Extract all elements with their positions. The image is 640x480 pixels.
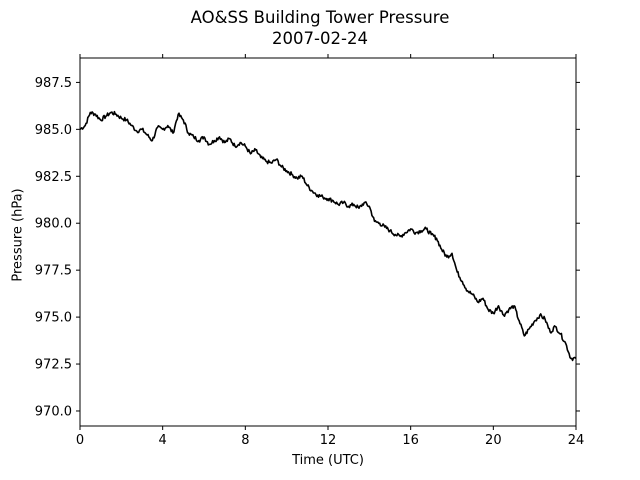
y-tick-label: 982.5 [35, 170, 72, 185]
y-tick-label: 987.5 [35, 76, 72, 91]
x-axis-ticks: 0 4 8 12 16 20 24 [76, 54, 584, 448]
chart-subtitle: 2007-02-24 [272, 29, 368, 48]
y-tick-label: 975.0 [35, 311, 72, 326]
x-tick-label: 16 [402, 433, 419, 448]
x-tick-label: 8 [241, 433, 249, 448]
y-axis-ticks: 970.0 972.5 975.0 977.5 980.0 982.5 985.0 987.5 [35, 76, 580, 419]
plot-frame [79, 57, 577, 427]
y-axis-label: Pressure (hPa) [10, 188, 26, 282]
y-tick-label: 977.5 [35, 264, 72, 279]
y-tick-label: 970.0 [35, 404, 72, 419]
x-tick-label: 12 [320, 433, 337, 448]
x-axis-label: Time (UTC) [292, 453, 364, 468]
pressure-line [79, 110, 577, 362]
chart-title: AO&SS Building Tower Pressure [190, 8, 450, 27]
x-tick-label: 4 [159, 433, 167, 448]
x-tick-label: 20 [485, 433, 502, 448]
y-tick-label: 985.0 [35, 123, 72, 138]
x-tick-label: 0 [76, 433, 84, 448]
x-tick-label: 24 [568, 433, 585, 448]
y-tick-label: 972.5 [35, 358, 72, 373]
y-tick-label: 980.0 [35, 217, 72, 232]
